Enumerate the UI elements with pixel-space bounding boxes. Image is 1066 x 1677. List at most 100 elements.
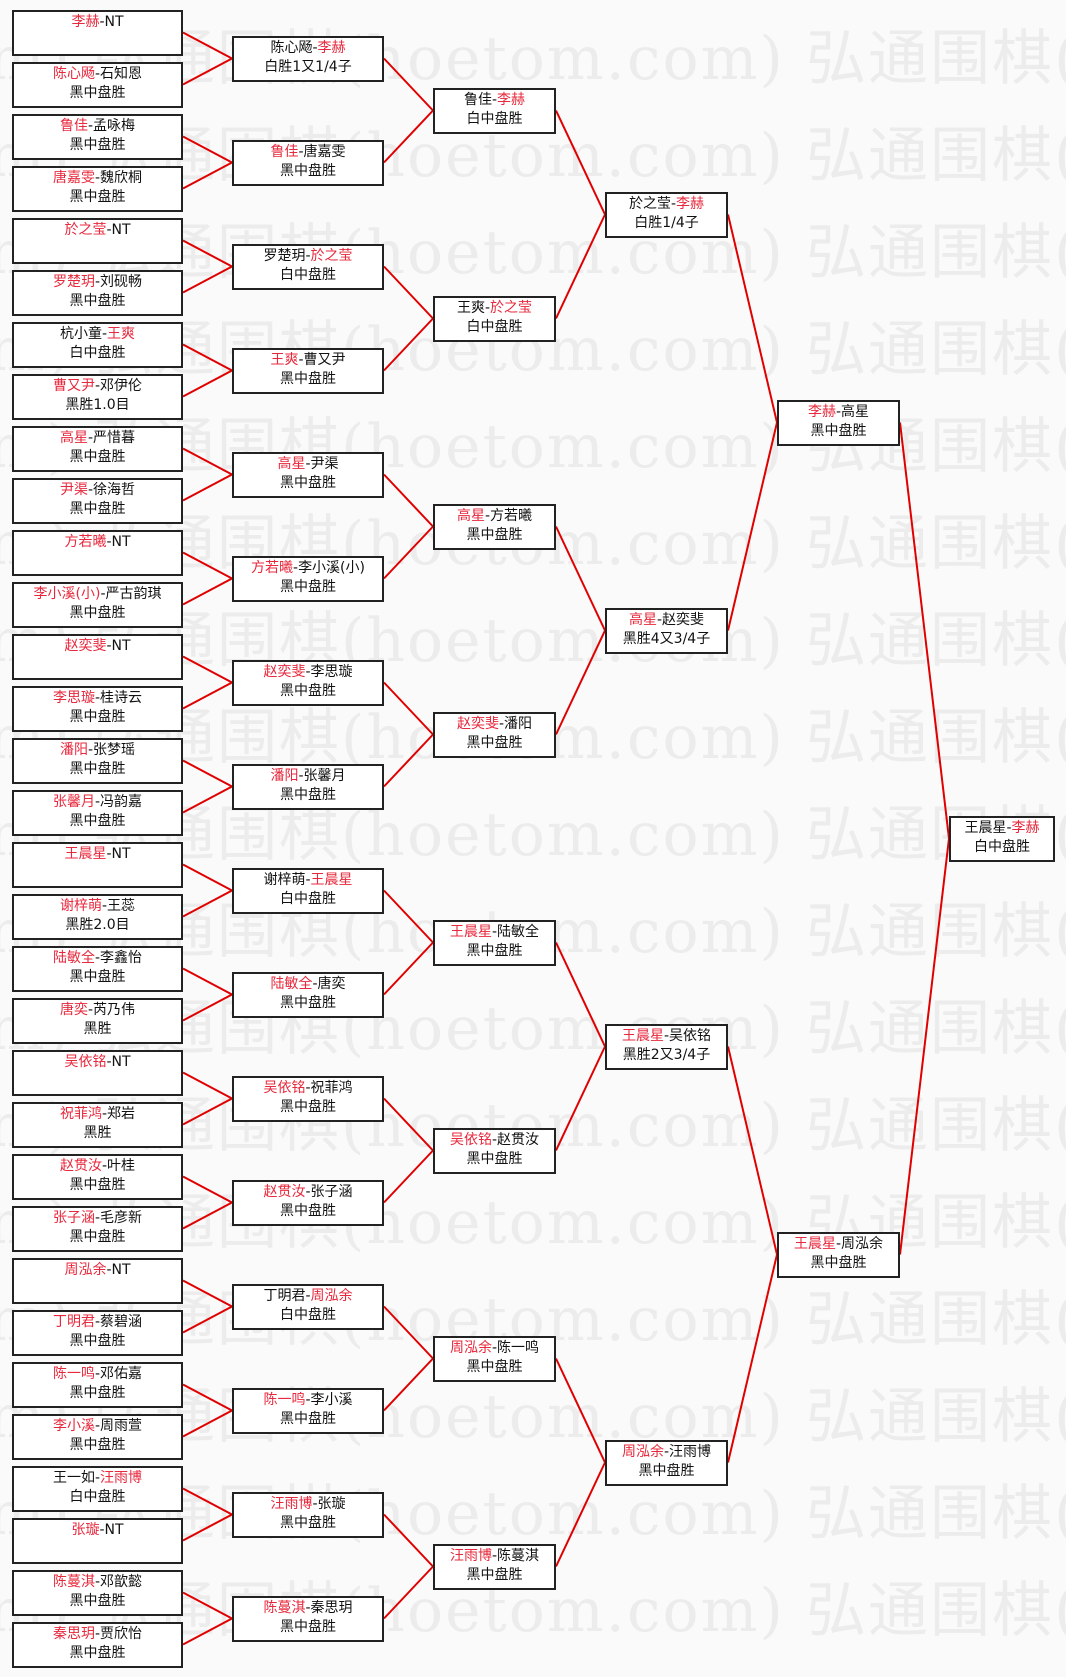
connector-line [182,1305,233,1334]
connector-line [182,1513,233,1542]
winner-name: 赵奕斐 [456,716,499,732]
match-players: 周泓余-陈一鸣 [435,1339,554,1358]
connector-line [555,1046,606,1151]
match-box: 高星-尹渠 黑中盘胜 [232,452,384,498]
connector-line [182,57,233,86]
match-box: 王晨星-吴依铭 黑胜2又3/4子 [605,1024,728,1070]
player-name: 丁明君 [263,1288,306,1304]
player-name: 冯韵嘉 [100,794,143,810]
separator: - [101,1158,108,1174]
connector-line [727,214,778,423]
player-name: 唐奕 [317,976,346,992]
connector-line [182,343,233,372]
match-box: 鲁佳-孟咏梅 黑中盘胜 [12,114,183,160]
winner-name: 潘阳 [270,768,299,784]
player-name: 张璇 [317,1496,346,1512]
match-players: 张馨月-冯韵嘉 [14,793,181,812]
match-result: 黑中盘胜 [280,995,336,1011]
match-result: 白中盘胜 [280,267,336,283]
connector-line [383,1305,434,1360]
match-result: 白中盘胜 [280,1307,336,1323]
winner-name: 汪雨博 [449,1548,492,1564]
match-result: 黑中盘胜 [69,1385,126,1401]
match-box: 李小溪-周雨萱 黑中盘胜 [12,1414,183,1460]
match-result: 黑中盘胜 [280,683,336,699]
player-name: 魏欣桐 [100,170,143,186]
match-box: 陈一鸣-李小溪 黑中盘胜 [232,1388,384,1434]
separator: - [106,846,112,862]
winner-name: 张子涵 [52,1210,95,1226]
connector-line [383,1357,434,1412]
match-box: 陆敏全-唐奕 黑中盘胜 [232,972,384,1018]
match-box: 张馨月-冯韵嘉 黑中盘胜 [12,790,183,836]
match-players: 罗楚玥-於之莹 [234,247,382,266]
match-result: 白中盘胜 [466,319,523,335]
player-name: NT [111,534,131,550]
separator: - [312,976,318,992]
match-result: 黑中盘胜 [280,163,336,179]
winner-name: 潘阳 [59,742,88,758]
player-name: 杭小童 [59,326,102,342]
winner-name: 陈蔓淇 [263,1600,306,1616]
match-box: 丁明君-蔡碧涵 黑中盘胜 [12,1310,183,1356]
player-name: 赵奕斐 [662,612,705,628]
separator: - [312,40,318,56]
match-players: 於之莹-李赫 [607,195,726,214]
player-name: 王一如 [52,1470,95,1486]
match-result: 黑胜2又3/4子 [622,1047,711,1063]
match-players: 唐奕-芮乃伟 [14,1001,181,1020]
match-box: 谢梓萌-王晨星 白中盘胜 [232,868,384,914]
winner-name: 周泓余 [310,1288,353,1304]
winner-name: 吴依铭 [449,1132,492,1148]
separator: - [94,378,101,394]
player-name: 李思璇 [310,664,353,680]
match-result: 黑中盘胜 [466,1359,523,1375]
player-name: 张子涵 [310,1184,353,1200]
separator: - [106,1054,112,1070]
match-box: 吴依铭-赵贯汝 黑中盘胜 [433,1128,556,1174]
separator: - [106,638,112,654]
connector-line [182,265,233,294]
winner-name: 汪雨博 [270,1496,313,1512]
match-players: 丁明君-周泓余 [234,1287,382,1306]
player-name: NT [104,1522,124,1538]
match-players: 陈心飏-石知恩 [14,65,181,84]
winner-name: 李赫 [676,196,705,212]
player-name: 张馨月 [303,768,346,784]
separator: - [94,794,101,810]
connector-line [182,369,233,398]
match-result: 白中盘胜 [69,1489,126,1505]
match-box: 赵贯汝-叶桂 黑中盘胜 [12,1154,183,1200]
winner-name: 吴依铭 [64,1054,107,1070]
connector-line [182,31,233,60]
separator: - [663,1444,670,1460]
match-box: 陈心飏-石知恩 黑中盘胜 [12,62,183,108]
winner-name: 赵奕斐 [64,638,107,654]
winner-name: 李小溪 [52,1418,95,1434]
match-players: 赵贯汝-张子涵 [234,1183,382,1202]
separator: - [491,1340,498,1356]
separator: - [94,690,101,706]
match-box: 周泓余-汪雨博 黑中盘胜 [605,1440,728,1486]
player-name: 周泓余 [841,1236,884,1252]
match-result: 黑中盘胜 [69,969,126,985]
separator: - [305,1184,311,1200]
match-result: 黑胜 [83,1021,112,1037]
match-result: 白中盘胜 [974,839,1030,855]
match-players: 赵贯汝-叶桂 [14,1157,181,1176]
match-box: 方若曦-李小溪(小) 黑中盘胜 [232,556,384,602]
match-box: 杭小童-王爽 白中盘胜 [12,322,183,368]
match-box: 李赫-NT [12,10,183,56]
match-players: 鲁佳-李赫 [435,91,554,110]
winner-name: 赵奕斐 [263,664,306,680]
match-result: 白中盘胜 [69,345,126,361]
winner-name: 唐奕 [59,1002,88,1018]
separator: - [106,534,112,550]
player-name: NT [111,1054,131,1070]
match-box: 李思璇-桂诗云 黑中盘胜 [12,686,183,732]
player-name: 陈心飏 [270,40,313,56]
player-name: 邓伊伦 [100,378,143,394]
match-players: 潘阳-张梦瑶 [14,741,181,760]
match-players: 祝菲鸿-郑岩 [14,1105,181,1124]
connector-line [182,863,233,892]
